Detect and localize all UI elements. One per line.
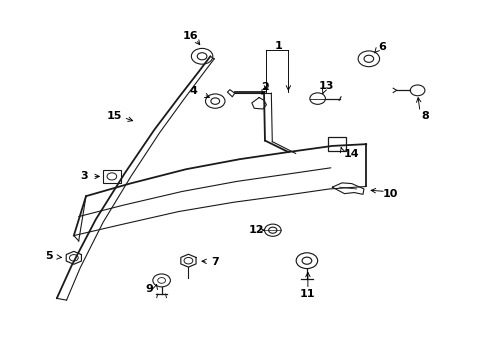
Text: 1: 1 [274, 41, 282, 50]
Bar [103, 170, 121, 183]
Bar [327, 137, 346, 151]
Text: 8: 8 [420, 111, 428, 121]
Text: 10: 10 [382, 189, 398, 199]
Text: 2: 2 [261, 82, 268, 92]
Text: 14: 14 [343, 149, 359, 159]
Text: 13: 13 [318, 81, 333, 91]
Text: 4: 4 [189, 86, 197, 96]
Text: 6: 6 [377, 42, 385, 51]
Text: 9: 9 [145, 284, 153, 294]
Text: 15: 15 [106, 111, 122, 121]
Text: 5: 5 [45, 251, 53, 261]
Text: 12: 12 [248, 225, 264, 235]
Text: 7: 7 [211, 257, 219, 267]
Text: 3: 3 [81, 171, 88, 181]
Text: 16: 16 [183, 31, 198, 41]
Text: 11: 11 [300, 289, 315, 299]
